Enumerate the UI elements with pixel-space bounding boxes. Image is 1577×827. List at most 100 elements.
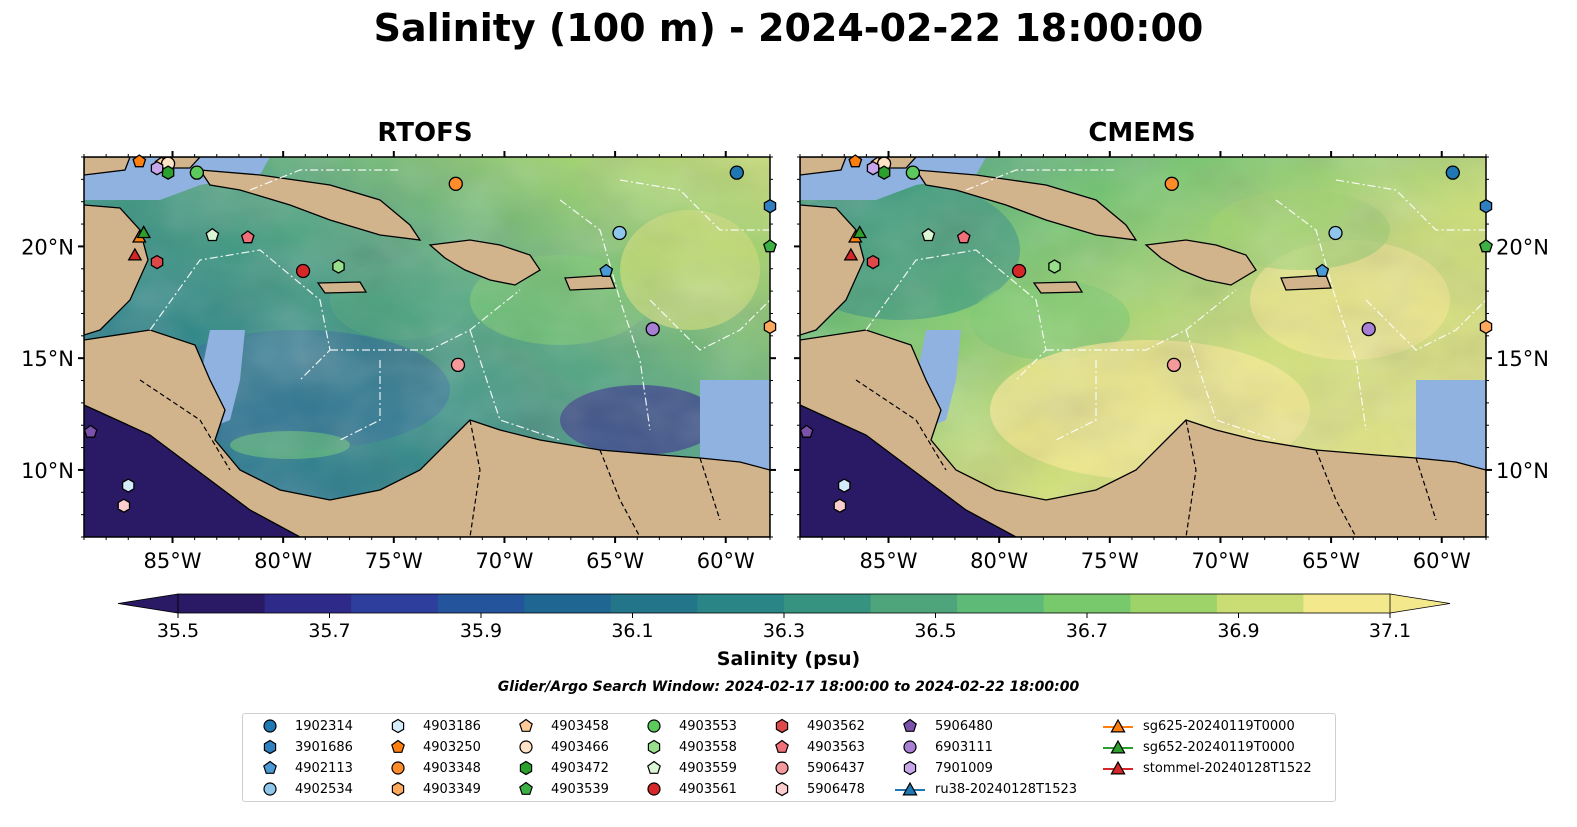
colorbar-tick-label: 37.1 bbox=[1369, 620, 1411, 640]
marker-4902534-rtofs bbox=[612, 225, 627, 241]
hexagon-marker-icon bbox=[775, 781, 789, 797]
circle-marker-icon bbox=[263, 782, 277, 796]
marker-4903186-rtofs bbox=[121, 478, 135, 493]
legend-item: 5906480 bbox=[893, 717, 993, 735]
legend-label: 4903558 bbox=[679, 739, 737, 755]
legend-item: 4903186 bbox=[381, 717, 481, 735]
triangle-marker-icon bbox=[1103, 718, 1133, 733]
figure-title: Salinity (100 m) - 2024-02-22 18:00:00 bbox=[373, 6, 1204, 50]
marker-3901686-cmems bbox=[1479, 198, 1493, 214]
colorbar-tick-label: 36.5 bbox=[914, 620, 956, 640]
rtofs-map bbox=[83, 156, 771, 538]
colorbar-tick-label: 36.3 bbox=[763, 620, 805, 640]
legend-item: 4903349 bbox=[381, 780, 481, 798]
legend-label: 4902534 bbox=[295, 781, 353, 797]
marker-5906478-cmems bbox=[833, 498, 847, 513]
colorbar-tick-label: 35.7 bbox=[308, 620, 350, 640]
marker-4903349-rtofs bbox=[763, 319, 777, 335]
legend-label: 6903111 bbox=[935, 739, 993, 755]
lat-tick-label: 10°N bbox=[1496, 459, 1549, 483]
colorbar: 35.5 35.7 35.9 36.1 36.3 36.5 36.7 36.9 37.1 bbox=[117, 593, 1451, 640]
observation-markers bbox=[83, 154, 1493, 513]
colorbar-tick-label: 36.7 bbox=[1066, 620, 1108, 640]
legend-item: 5906478 bbox=[765, 780, 865, 798]
legend-label: sg625-20240119T0000 bbox=[1143, 718, 1295, 734]
marker-4903349-cmems bbox=[1479, 319, 1493, 335]
pentagon-marker-icon bbox=[775, 739, 789, 753]
legend-item: 4902534 bbox=[253, 780, 353, 798]
lon-tick-label: 65°W bbox=[586, 549, 644, 573]
lon-tick-label: 60°W bbox=[1413, 549, 1471, 573]
legend-label: 4903539 bbox=[551, 781, 609, 797]
hexagon-marker-icon bbox=[263, 739, 277, 755]
marker-4903553-cmems bbox=[905, 165, 921, 180]
pentagon-marker-icon bbox=[647, 760, 661, 774]
legend-item: 4902113 bbox=[253, 759, 353, 777]
marker-6903111-cmems bbox=[1361, 321, 1376, 337]
marker-5906478-rtofs bbox=[117, 498, 131, 513]
legend-item: 4903539 bbox=[509, 780, 609, 798]
legend-label: 4903466 bbox=[551, 739, 609, 755]
legend-item: 4903466 bbox=[509, 738, 609, 756]
lon-tick-label: 70°W bbox=[475, 549, 533, 573]
marker-4903472-rtofs bbox=[161, 165, 175, 180]
legend-label: 3901686 bbox=[295, 739, 353, 755]
axis-ticks: 85°W 80°W 75°W 70°W 65°W 60°W 20°N 15°N 10°N 85°W… bbox=[21, 151, 1549, 573]
marker-6903111-rtofs bbox=[645, 321, 660, 337]
lon-tick-label: 85°W bbox=[860, 549, 918, 573]
legend-label: 4902113 bbox=[295, 760, 353, 776]
marker-3901686-rtofs bbox=[763, 198, 777, 214]
marker-4903348-rtofs bbox=[448, 176, 463, 191]
colorbar-tick-label: 35.9 bbox=[460, 620, 502, 640]
legend-label: ru38-20240128T1523 bbox=[935, 781, 1078, 797]
legend-item: 4903559 bbox=[637, 759, 737, 777]
lon-tick-label: 60°W bbox=[697, 549, 755, 573]
legend-label: 1902314 bbox=[295, 718, 353, 734]
marker-4903558-cmems bbox=[1048, 259, 1061, 274]
legend-item: sg652-20240119T0000 bbox=[1101, 738, 1295, 756]
hexagon-marker-icon bbox=[391, 718, 405, 734]
lat-tick-label: 20°N bbox=[21, 235, 74, 259]
legend-item: 6903111 bbox=[893, 738, 993, 756]
panel-title-rtofs: RTOFS bbox=[377, 118, 473, 148]
lon-tick-label: 80°W bbox=[254, 549, 312, 573]
marker-7901009-rtofs bbox=[150, 160, 164, 176]
legend-item: 7901009 bbox=[893, 759, 993, 777]
marker-4903250-cmems bbox=[848, 154, 863, 168]
marker-4903539-rtofs bbox=[763, 239, 777, 253]
legend-label: 4903348 bbox=[423, 760, 481, 776]
legend-label: 4903186 bbox=[423, 718, 481, 734]
marker-4903561-rtofs bbox=[295, 263, 311, 279]
circle-marker-icon bbox=[903, 740, 917, 754]
legend-item: 4903472 bbox=[509, 759, 609, 777]
lat-tick-label: 15°N bbox=[21, 347, 74, 371]
panel-title-cmems: CMEMS bbox=[1088, 118, 1196, 148]
lon-tick-label: 65°W bbox=[1302, 549, 1360, 573]
hexagon-marker-icon bbox=[647, 739, 661, 755]
lon-tick-label: 80°W bbox=[970, 549, 1028, 573]
marker-5906480-rtofs bbox=[83, 424, 98, 438]
lon-tick-label: 70°W bbox=[1191, 549, 1249, 573]
marker-4902534-cmems bbox=[1328, 225, 1343, 241]
legend-item: ru38-20240128T1523 bbox=[893, 780, 1077, 798]
legend-item: 5906437 bbox=[765, 759, 865, 777]
legend-label: 4903563 bbox=[807, 739, 865, 755]
legend-label: 5906480 bbox=[935, 718, 993, 734]
legend-label: 4903561 bbox=[679, 781, 737, 797]
marker-4903563-rtofs bbox=[240, 230, 255, 244]
marker-5906480-cmems bbox=[799, 424, 814, 438]
cmems-map bbox=[799, 156, 1487, 538]
legend-item: 4903348 bbox=[381, 759, 481, 777]
marker-stommel-20240128T1522-rtofs bbox=[127, 247, 143, 261]
hexagon-marker-icon bbox=[391, 781, 405, 797]
lat-tick-label: 10°N bbox=[21, 459, 74, 483]
legend-item: sg625-20240119T0000 bbox=[1101, 717, 1295, 735]
lat-tick-label: 20°N bbox=[1496, 235, 1549, 259]
colorbar-tick-label: 36.9 bbox=[1217, 620, 1259, 640]
legend-item: 4903250 bbox=[381, 738, 481, 756]
marker-4902113-rtofs bbox=[599, 263, 614, 277]
marker-4903559-cmems bbox=[921, 227, 936, 242]
marker-sg652-20240119T0000-cmems bbox=[852, 225, 868, 239]
legend-label: 4903250 bbox=[423, 739, 481, 755]
legend-item: 4903563 bbox=[765, 738, 865, 756]
